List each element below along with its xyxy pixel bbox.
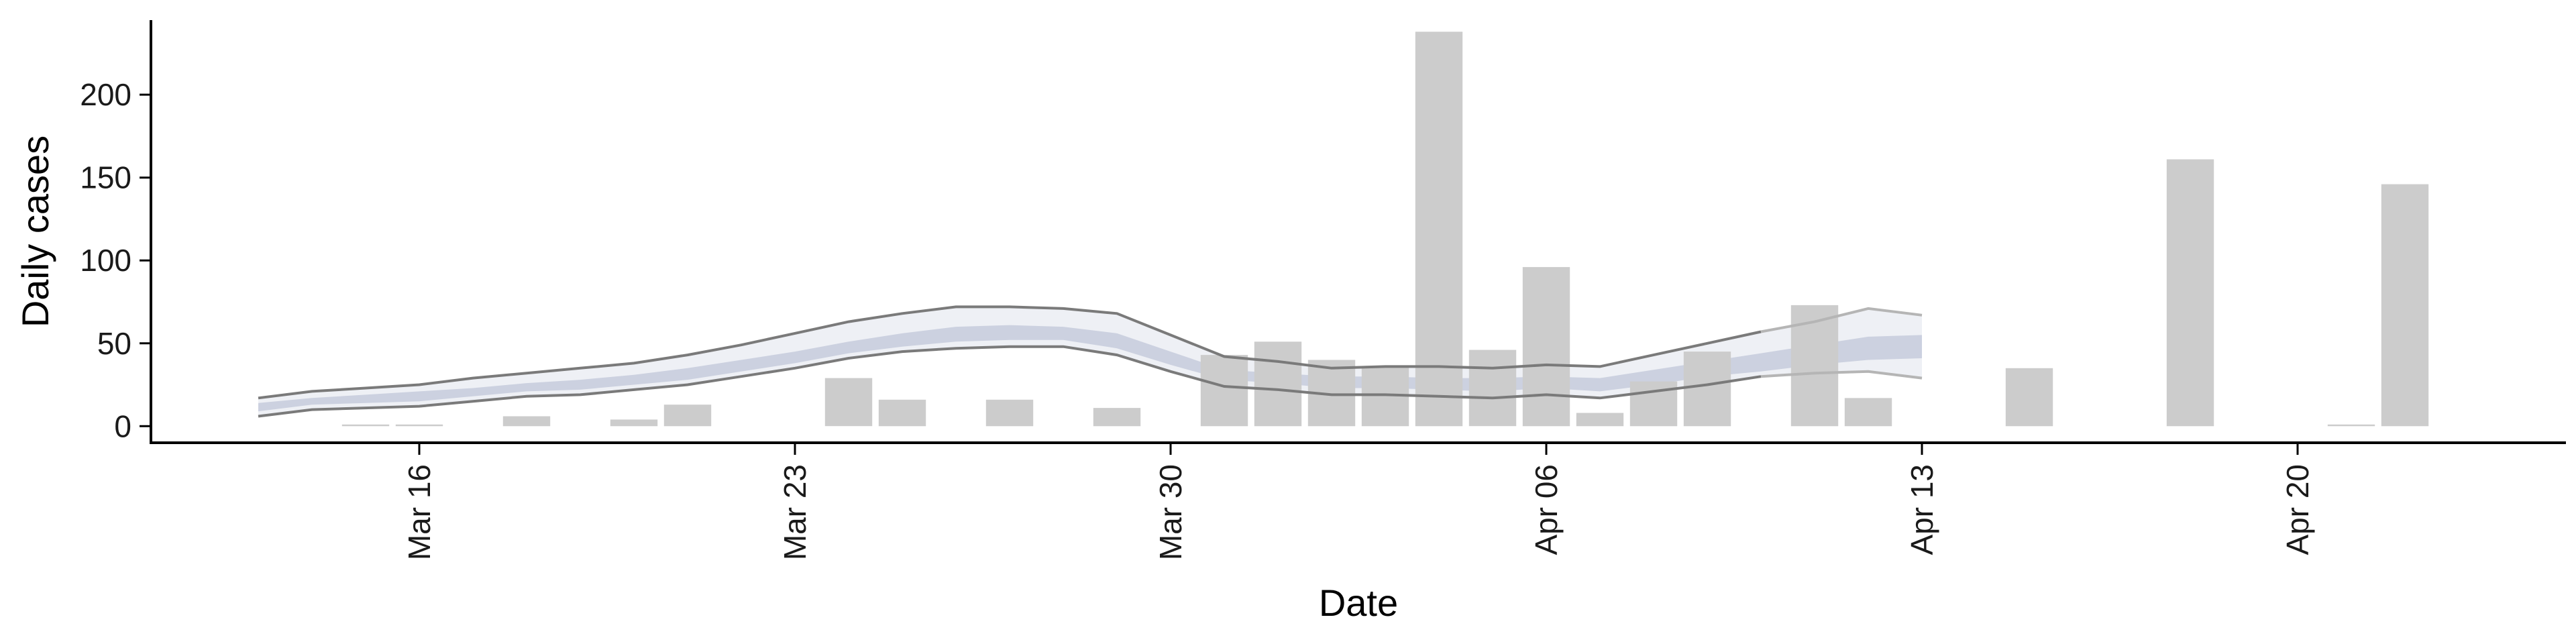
bar: [824, 378, 873, 427]
y-tick-label: 100: [80, 243, 131, 278]
bar: [1415, 32, 1463, 427]
bar: [1093, 408, 1141, 427]
bar: [1790, 305, 1839, 427]
bar: [2166, 159, 2214, 427]
bar: [2005, 368, 2053, 427]
bar: [1522, 267, 1570, 427]
axes: 0 50 100 150 200 Mar 16 Mar 23 Mar 30 Apr 06 Apr…: [80, 20, 2566, 560]
y-tick-label: 50: [97, 326, 131, 361]
bar: [878, 399, 926, 427]
bar: [1468, 350, 1517, 427]
x-tick-label: Mar 16: [402, 464, 437, 560]
x-axis-ticks: Mar 16 Mar 23 Mar 30 Apr 06 Apr 13 Apr 20: [402, 443, 2315, 560]
y-axis-title: Daily cases: [14, 136, 56, 327]
x-axis-title: Date: [1319, 582, 1398, 624]
bar: [663, 405, 712, 427]
bar: [502, 416, 551, 427]
bar: [1200, 355, 1248, 427]
y-axis-ticks: 0 50 100 150 200: [80, 77, 151, 443]
bar: [341, 424, 390, 427]
band-upper-line: [258, 305, 1762, 400]
bar: [2327, 424, 2375, 427]
bar: [395, 424, 443, 427]
x-tick-label: Mar 23: [777, 464, 812, 560]
band-lower-line: [258, 345, 1762, 418]
bar: [1844, 398, 1892, 427]
forecast-upper-line: [1760, 307, 1923, 333]
y-tick-label: 200: [80, 77, 131, 112]
x-tick-label: Apr 06: [1529, 464, 1564, 555]
bar: [985, 399, 1034, 427]
x-tick-label: Mar 30: [1153, 464, 1188, 560]
bar: [1683, 352, 1731, 427]
bar: [1576, 413, 1624, 427]
bar-series: [341, 32, 2429, 427]
forecast-lower-line: [1760, 370, 1923, 380]
y-tick-label: 0: [114, 409, 131, 443]
bar: [2381, 184, 2429, 427]
plot-area: [258, 32, 2429, 427]
bar: [610, 419, 658, 427]
x-tick-label: Apr 13: [1904, 464, 1939, 555]
x-tick-label: Apr 20: [2280, 464, 2315, 555]
bar: [1254, 341, 1302, 427]
y-tick-label: 150: [80, 160, 131, 195]
band-lines: [258, 305, 1923, 418]
